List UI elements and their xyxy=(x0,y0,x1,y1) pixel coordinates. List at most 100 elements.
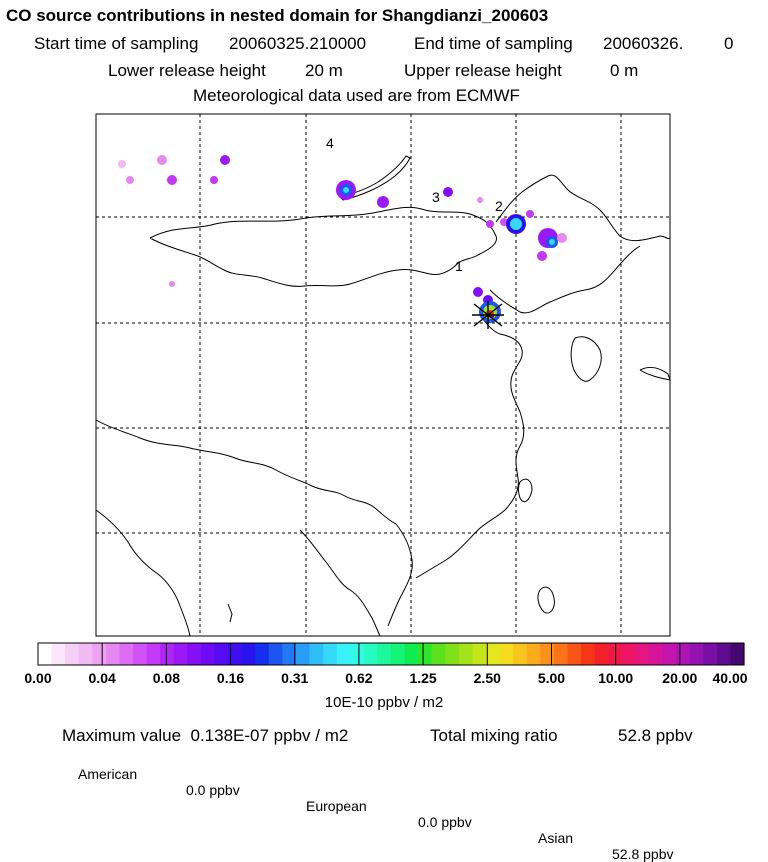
colorbar-cell xyxy=(499,643,514,665)
mongolia-border xyxy=(149,206,497,287)
colorbar-tick-label: 1.25 xyxy=(409,670,437,686)
colorbar-cell xyxy=(689,643,704,665)
european-label: European xyxy=(306,798,367,814)
korea-outline xyxy=(570,336,602,382)
indochina-outline xyxy=(299,529,381,637)
colorbar-cell xyxy=(146,643,161,665)
colorbar xyxy=(37,642,745,666)
american-label: American xyxy=(78,766,138,782)
summary-max-row: Maximum value 0.138E-07 ppbv / m2 Total m… xyxy=(62,726,693,746)
max-value-label: Maximum value xyxy=(62,726,182,745)
concentration-spot xyxy=(510,218,522,230)
colorbar-cell xyxy=(173,643,188,665)
concentration-spot xyxy=(549,239,555,245)
east-coast xyxy=(415,317,525,579)
concentration-spot xyxy=(169,281,175,287)
summary-sources-row: American 0.0 ppbv European 0.0 ppbv Asia… xyxy=(78,750,674,862)
concentration-spot xyxy=(473,287,483,297)
colorbar-cell xyxy=(255,643,270,665)
concentration-spot xyxy=(118,160,126,168)
receptor-marker xyxy=(472,301,504,329)
colorbar-cell xyxy=(92,643,107,665)
colorbar-cell xyxy=(391,643,406,665)
concentration-spot xyxy=(220,155,230,165)
colorbar-cell xyxy=(295,643,311,665)
colorbar-cell xyxy=(200,643,216,665)
colorbar-cell xyxy=(323,643,338,665)
colorbar-tick-label: 0.16 xyxy=(216,670,245,686)
lower-release-label: Lower release height xyxy=(108,61,266,80)
taiwan-outline xyxy=(518,478,533,503)
concentration-spot xyxy=(537,251,547,261)
colorbar-cell xyxy=(594,643,609,665)
colorbar-cell xyxy=(431,643,446,665)
colorbar-cell xyxy=(404,643,419,665)
philippines-outline xyxy=(537,586,555,614)
colorbar-cell xyxy=(513,643,528,665)
concentration-spot xyxy=(343,187,349,193)
total-mixing-label: Total mixing ratio xyxy=(430,726,558,745)
india-coast xyxy=(95,509,191,637)
colorbar-cell xyxy=(336,643,351,665)
asian-value: 52.8 ppbv xyxy=(612,846,674,862)
end-time-value-2: 0 xyxy=(724,34,734,53)
concentration-spot xyxy=(126,176,134,184)
colorbar-cell xyxy=(418,643,433,665)
marker-label-1: 1 xyxy=(455,258,463,274)
amur-border xyxy=(495,174,671,242)
european-value: 0.0 ppbv xyxy=(418,814,472,830)
colorbar-cell xyxy=(241,643,256,665)
concentration-spot xyxy=(210,176,218,184)
colorbar-tick-label: 20.00 xyxy=(662,670,698,686)
concentration-spot xyxy=(486,220,494,228)
colorbar-tick-label: 2.50 xyxy=(473,670,501,686)
marker-label-3: 3 xyxy=(432,189,440,205)
colorbar-cell xyxy=(676,643,691,665)
colorbar-cell xyxy=(133,643,148,665)
colorbar-cell xyxy=(105,643,121,665)
japan-outline xyxy=(639,366,671,381)
colorbar-cell xyxy=(350,643,365,665)
concentration-spot xyxy=(157,155,167,165)
colorbar-units: 10E-10 ppbv / m2 xyxy=(324,694,444,711)
colorbar-cell xyxy=(581,643,596,665)
colorbar-tick-marks xyxy=(101,643,681,665)
colorbar-cell xyxy=(228,643,243,665)
lower-release-value: 20 m xyxy=(305,61,343,80)
colorbar-cell xyxy=(268,643,283,665)
colorbar-cell xyxy=(78,643,93,665)
colorbar-cell xyxy=(553,643,569,665)
colorbar-tick-label: 0.31 xyxy=(281,670,309,686)
colorbar-cell xyxy=(648,643,664,665)
colorbar-frame xyxy=(37,642,745,666)
upper-release-value: 0 m xyxy=(610,61,639,80)
himalaya-border xyxy=(95,419,397,525)
colorbar-cell xyxy=(703,643,718,665)
colorbar-tick-label: 0.08 xyxy=(152,670,180,686)
colorbar-cell xyxy=(38,643,53,665)
colorbar-cell xyxy=(635,643,650,665)
start-time-label: Start time of sampling xyxy=(34,34,199,53)
concentration-spot xyxy=(167,175,177,185)
concentration-spot xyxy=(477,197,483,203)
colorbar-tick-label: 40.00 xyxy=(712,670,748,686)
marker-label-4: 4 xyxy=(326,135,334,151)
upper-release-label: Upper release height xyxy=(404,61,562,80)
colorbar-tick-label: 0.62 xyxy=(345,670,373,686)
concentration-spot xyxy=(557,233,567,243)
colorbar-cell xyxy=(377,643,392,665)
colorbar-cell xyxy=(309,643,324,665)
island-outline xyxy=(227,603,233,623)
colorbar-cell xyxy=(160,643,175,665)
colorbar-cell xyxy=(621,643,636,665)
colorbar-cell xyxy=(51,643,66,665)
end-time-label: End time of sampling xyxy=(414,34,573,53)
marker-label-2: 2 xyxy=(495,198,503,214)
colorbar-cell xyxy=(187,643,202,665)
coastlines-borders xyxy=(95,155,671,637)
colorbar-cell xyxy=(363,643,379,665)
concentration-spot xyxy=(443,187,453,197)
colorbar-cell xyxy=(282,643,297,665)
colorbar-cell xyxy=(472,643,487,665)
start-time-value: 20060325.210000 xyxy=(229,34,367,53)
